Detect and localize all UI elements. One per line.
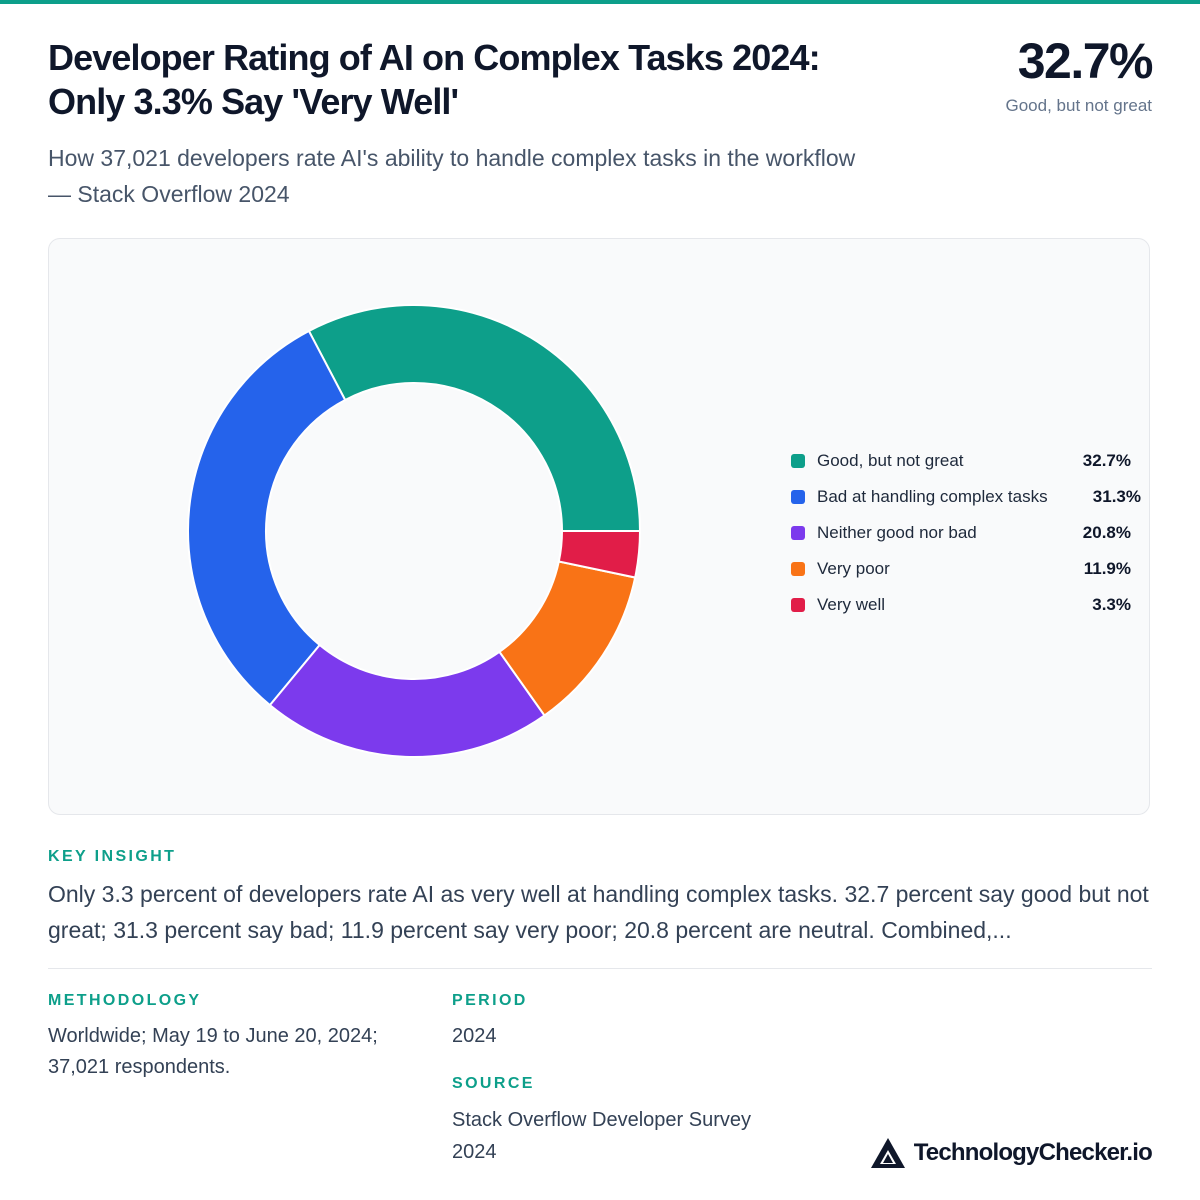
source-label: SOURCE (452, 1075, 535, 1092)
donut-slice-very-well (557, 530, 642, 579)
period-label: PERIOD (452, 992, 528, 1009)
brand: TechnologyChecker.io (870, 1134, 1153, 1172)
section-divider (48, 968, 1152, 969)
top-accent-bar (0, 0, 1200, 4)
donut-slice-good-but-not-great (307, 304, 642, 532)
legend-swatch (791, 490, 805, 504)
legend-value: 11.9% (1083, 559, 1131, 578)
brand-name: TechnologyChecker.io (913, 1139, 1153, 1166)
page-title: Developer Rating of AI on Complex Tasks … (48, 36, 928, 124)
legend-label: Good, but not great (817, 451, 964, 470)
methodology-text: Worldwide; May 19 to June 20, 2024; 37,0… (48, 1025, 378, 1078)
legend-swatch (791, 526, 805, 540)
source-text: Stack Overflow Developer Survey 2024 (452, 1109, 752, 1163)
legend-label: Very well (817, 595, 886, 614)
legend-value: 3.3% (1092, 595, 1131, 614)
headline-value: 32.7% (1017, 33, 1154, 89)
donut-slice-bad-at-handling-complex-tasks (187, 329, 347, 707)
legend-item: Very poor 11.9% (791, 553, 1151, 589)
chart-legend: Good, but not great 32.7% Bad at handling … (791, 445, 1151, 625)
legend-label: Bad at handling complex tasks (817, 487, 1048, 506)
triangle-logo-icon (870, 1138, 905, 1168)
legend-value: 20.8% (1082, 523, 1131, 542)
title-line-2: Only 3.3% Say 'Very Well' (48, 81, 459, 122)
legend-item: Very well 3.3% (791, 589, 1151, 625)
title-line-1: Developer Rating of AI on Complex Tasks … (48, 37, 821, 78)
key-insight-label: KEY INSIGHT (48, 848, 177, 865)
legend-swatch (791, 562, 805, 576)
legend-item: Good, but not great 32.7% (791, 445, 1151, 481)
legend-value: 32.7% (1082, 451, 1131, 470)
donut-slice-neither-good-nor-bad (268, 643, 546, 758)
chart-card: Good, but not great 32.7% Bad at handling … (48, 238, 1150, 815)
page-subtitle: How 37,021 developers rate AI's ability … (48, 145, 856, 207)
donut-chart (187, 304, 642, 758)
headline-label: Good, but not great (1005, 96, 1153, 115)
legend-item: Neither good nor bad 20.8% (791, 517, 1151, 553)
headline-stat: 32.7% Good, but not great (1005, 32, 1154, 118)
legend-swatch (791, 454, 805, 468)
key-insight-text: Only 3.3 percent of developers rate AI a… (48, 881, 1149, 943)
methodology-label: METHODOLOGY (48, 992, 202, 1009)
legend-label: Neither good nor bad (817, 523, 977, 542)
legend-label: Very poor (817, 559, 890, 578)
period-text: 2024 (452, 1025, 497, 1047)
legend-swatch (791, 598, 805, 612)
legend-item: Bad at handling complex tasks 31.3% (791, 481, 1151, 517)
legend-value: 31.3% (1092, 487, 1141, 506)
